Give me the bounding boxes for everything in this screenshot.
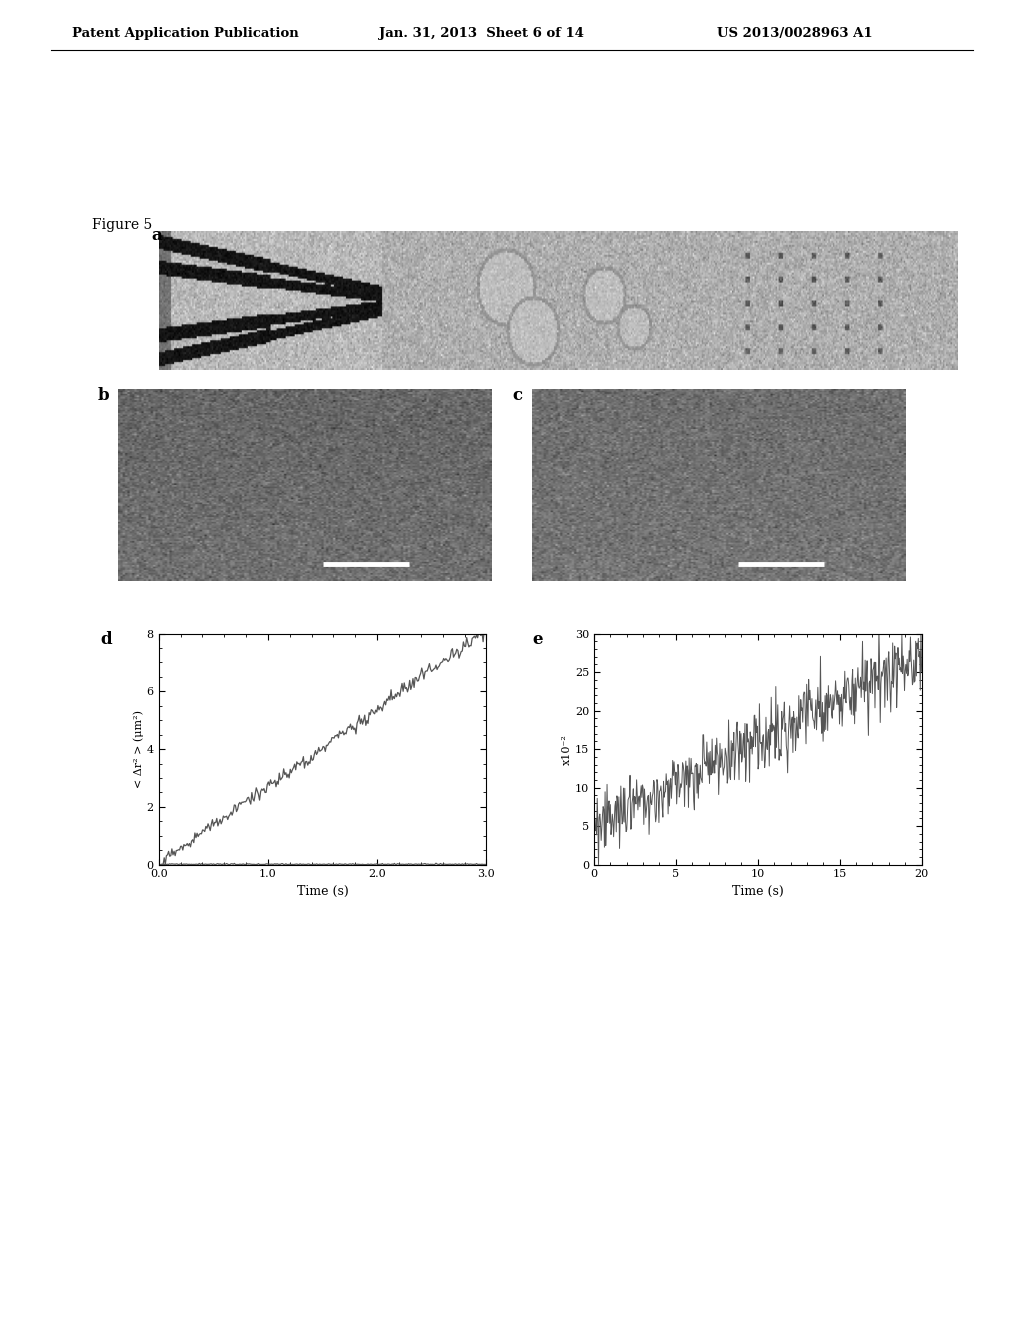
Text: a: a xyxy=(152,227,162,244)
Text: US 2013/0028963 A1: US 2013/0028963 A1 xyxy=(717,26,872,40)
Text: b: b xyxy=(97,387,109,404)
Y-axis label: < Δr² > (μm²): < Δr² > (μm²) xyxy=(133,710,144,788)
X-axis label: Time (s): Time (s) xyxy=(297,884,348,898)
Text: e: e xyxy=(532,631,543,648)
X-axis label: Time (s): Time (s) xyxy=(732,884,783,898)
Y-axis label: x10⁻²: x10⁻² xyxy=(562,734,572,764)
Text: Patent Application Publication: Patent Application Publication xyxy=(72,26,298,40)
Text: Figure 5: Figure 5 xyxy=(92,218,153,232)
Text: c: c xyxy=(512,387,522,404)
Text: Jan. 31, 2013  Sheet 6 of 14: Jan. 31, 2013 Sheet 6 of 14 xyxy=(379,26,584,40)
Text: d: d xyxy=(100,631,112,648)
